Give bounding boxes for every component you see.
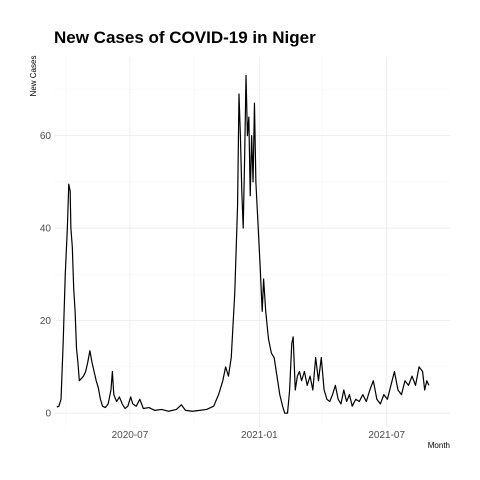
x-tick-label: 2021-01 [241, 430, 278, 441]
y-axis-label: New Cases [29, 56, 38, 97]
y-tick-label: 60 [40, 131, 52, 142]
x-axis-ticks: 2020-07 2021-01 2021-07 [112, 430, 406, 441]
y-tick-label: 20 [40, 316, 52, 327]
x-tick-label: 2020-07 [112, 430, 149, 441]
x-tick-label: 2021-07 [368, 430, 405, 441]
y-axis-ticks: 0 20 40 60 [40, 131, 52, 420]
series-line [56, 74, 430, 414]
x-axis-label: Month [428, 441, 450, 450]
y-tick-label: 40 [40, 224, 52, 235]
y-tick-label: 0 [45, 409, 51, 420]
chart-title: New Cases of COVID-19 in Niger [54, 28, 316, 47]
